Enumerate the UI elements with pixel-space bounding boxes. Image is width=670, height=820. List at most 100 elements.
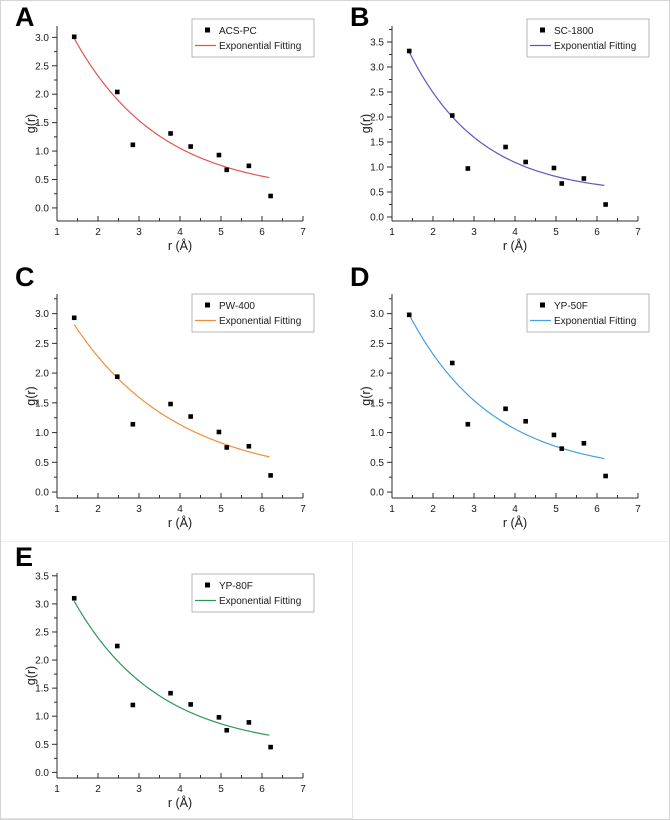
- x-axis-label: r (Å): [168, 515, 192, 530]
- svg-text:2: 2: [430, 504, 436, 515]
- y-axis-label: g(r): [24, 386, 38, 405]
- svg-text:2.0: 2.0: [35, 369, 49, 380]
- panel-row-divider: [1, 541, 669, 542]
- y-axis-label: g(r): [359, 114, 373, 133]
- data-points: [406, 48, 608, 207]
- data-points: [71, 595, 273, 750]
- svg-text:1.5: 1.5: [35, 684, 49, 695]
- svg-text:1.0: 1.0: [370, 163, 384, 174]
- fit-curve: [408, 51, 605, 186]
- svg-text:0.0: 0.0: [370, 488, 384, 499]
- legend-series-label: YP-80F: [219, 581, 253, 592]
- data-point-marker: [503, 144, 508, 150]
- data-point-marker: [523, 159, 528, 165]
- svg-text:1.0: 1.0: [35, 712, 49, 723]
- data-point-marker: [465, 166, 471, 171]
- panel-e: 1 2 3 4 5 6 7 0.0 0.5 1.0 1.5 2.0 2.5 3.0 3.5 r (Å) g(r)…: [1, 541, 353, 819]
- svg-text:7: 7: [300, 227, 306, 238]
- data-point-marker: [246, 443, 252, 449]
- panel-b: 1 2 3 4 5 6 7 0.0 0.5 1.0 1.5 2.0 2.5 3.0 3.5 r (Å) g(r)…: [336, 1, 669, 261]
- svg-text:0.5: 0.5: [370, 458, 384, 469]
- svg-text:3: 3: [471, 227, 477, 238]
- data-point-marker: [465, 421, 471, 427]
- chart-d-svg: 1 2 3 4 5 6 7 0.0 0.5 1.0 1.5 2.0 2.5 3.0 r (Å) g(r) YP-…: [359, 293, 650, 530]
- data-point-marker: [216, 152, 222, 158]
- svg-text:3.5: 3.5: [370, 38, 384, 49]
- svg-text:2.5: 2.5: [35, 627, 49, 638]
- data-points: [71, 315, 273, 478]
- data-point-marker: [551, 432, 557, 438]
- legend-series-label: PW-400: [219, 301, 255, 312]
- data-point-marker: [71, 315, 77, 321]
- svg-text:4: 4: [512, 504, 518, 515]
- data-point-marker: [168, 690, 173, 696]
- legend-box: [191, 18, 315, 58]
- svg-text:3.0: 3.0: [370, 63, 384, 74]
- data-point-marker: [268, 193, 273, 199]
- svg-text:7: 7: [635, 504, 641, 515]
- svg-text:1: 1: [389, 504, 395, 515]
- data-point-marker: [559, 446, 565, 451]
- x-axis-label: r (Å): [168, 795, 192, 810]
- x-axis-label: r (Å): [503, 238, 527, 253]
- svg-text:5: 5: [553, 504, 559, 515]
- data-point-marker: [114, 89, 120, 95]
- data-point-marker: [188, 414, 193, 419]
- data-point-marker: [559, 181, 565, 186]
- data-point-marker: [449, 360, 455, 366]
- svg-text:2.5: 2.5: [35, 339, 49, 350]
- panel-d: 1 2 3 4 5 6 7 0.0 0.5 1.0 1.5 2.0 2.5 3.0 r (Å) g(r) YP-…: [336, 261, 669, 541]
- data-points: [406, 312, 608, 479]
- data-point-marker: [71, 34, 77, 40]
- svg-text:1.0: 1.0: [370, 428, 384, 439]
- svg-text:4: 4: [177, 227, 183, 238]
- legend: YP-50F Exponential Fitting: [526, 293, 650, 333]
- chart-b-svg: 1 2 3 4 5 6 7 0.0 0.5 1.0 1.5 2.0 2.5 3.0 3.5 r (Å) g(r)…: [359, 18, 650, 253]
- legend-fit-label: Exponential Fitting: [554, 316, 636, 327]
- svg-text:3.0: 3.0: [35, 309, 49, 320]
- svg-text:1.5: 1.5: [35, 398, 49, 409]
- svg-text:6: 6: [259, 784, 265, 795]
- svg-text:4: 4: [177, 784, 183, 795]
- svg-text:6: 6: [594, 504, 600, 515]
- fit-curve: [408, 314, 605, 460]
- legend-series-label: SC-1800: [554, 26, 594, 37]
- svg-text:3: 3: [471, 504, 477, 515]
- data-point-marker: [581, 176, 587, 181]
- data-point-marker: [114, 374, 120, 379]
- data-point-marker: [224, 445, 230, 450]
- data-point-marker: [188, 144, 193, 149]
- svg-text:0.0: 0.0: [35, 488, 49, 499]
- fit-curve: [73, 38, 270, 179]
- svg-text:1.5: 1.5: [35, 118, 49, 129]
- svg-text:3.5: 3.5: [35, 571, 49, 582]
- data-point-marker: [603, 473, 608, 479]
- svg-text:3: 3: [136, 784, 142, 795]
- legend-marker-square-icon: [205, 27, 210, 33]
- data-point-marker: [551, 165, 557, 171]
- data-point-marker: [406, 48, 412, 54]
- data-point-marker: [224, 167, 230, 173]
- svg-text:3.0: 3.0: [35, 33, 49, 44]
- svg-text:3.0: 3.0: [370, 309, 384, 320]
- svg-text:3: 3: [136, 227, 142, 238]
- legend-box: [191, 293, 315, 333]
- legend-marker-square-icon: [205, 302, 210, 308]
- panel-label-a: A: [15, 2, 35, 32]
- legend: PW-400 Exponential Fitting: [191, 293, 315, 333]
- data-point-marker: [216, 429, 222, 435]
- svg-text:0.5: 0.5: [370, 188, 384, 199]
- data-point-marker: [268, 744, 273, 750]
- svg-text:2.5: 2.5: [370, 88, 384, 99]
- svg-text:0.5: 0.5: [35, 740, 49, 751]
- legend-fit-label: Exponential Fitting: [554, 41, 636, 52]
- panel-c: 1 2 3 4 5 6 7 0.0 0.5 1.0 1.5 2.0 2.5 3.0 r (Å) g(r) PW-…: [1, 261, 336, 541]
- svg-text:6: 6: [259, 227, 265, 238]
- svg-text:1.5: 1.5: [370, 398, 384, 409]
- svg-text:1.0: 1.0: [35, 147, 49, 158]
- svg-text:5: 5: [218, 504, 224, 515]
- y-axis-label: g(r): [24, 666, 38, 685]
- legend-fit-label: Exponential Fitting: [219, 596, 301, 607]
- svg-text:7: 7: [300, 504, 306, 515]
